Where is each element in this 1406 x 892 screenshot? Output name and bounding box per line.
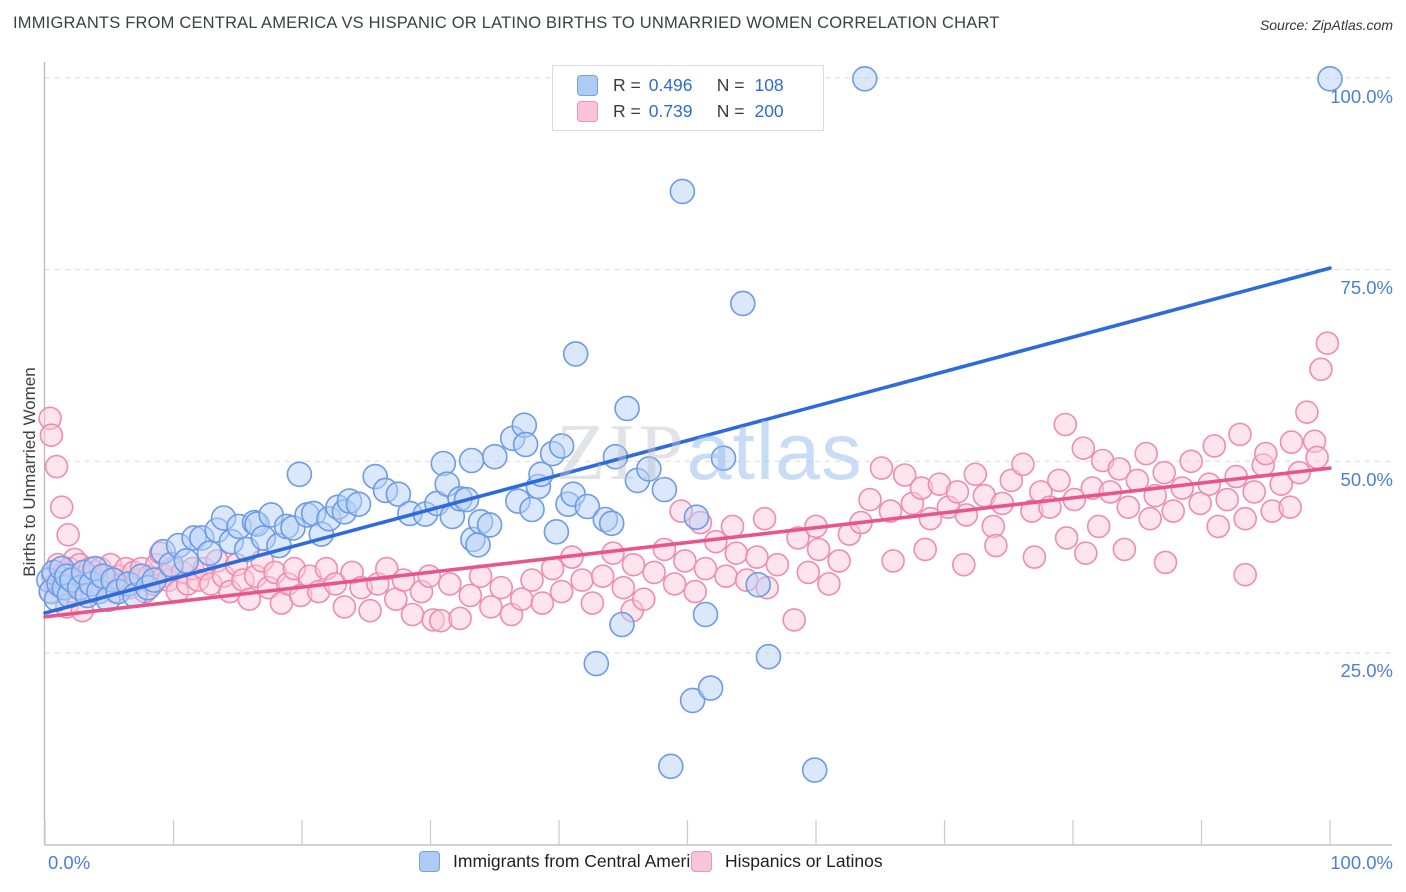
- bottom-legend-pink: Hispanics or Latinos: [691, 851, 883, 872]
- n-label: N =: [716, 74, 745, 95]
- pink-series-swatch-icon: [577, 100, 598, 122]
- correlation-legend: R = 0.496 N = 108 R = 0.739 N = 200: [552, 65, 824, 131]
- blue-series-swatch-icon: [577, 74, 598, 96]
- y-tick-50: 50.0%: [1340, 469, 1393, 490]
- y-tick-25: 25.0%: [1340, 660, 1393, 681]
- r-value-pink: 0.739: [648, 100, 693, 121]
- bottom-legend-pink-label: Hispanics or Latinos: [725, 851, 883, 871]
- n-value-blue: 108: [754, 74, 784, 95]
- legend-row-pink: R = 0.739 N = 200: [577, 100, 823, 122]
- bottom-legend-blue: Immigrants from Central America: [419, 851, 709, 872]
- blue-series-swatch-icon: [419, 851, 440, 872]
- n-label: N =: [716, 100, 745, 121]
- r-label: R =: [613, 100, 641, 121]
- y-tick-75: 75.0%: [1340, 277, 1393, 298]
- page-title: IMMIGRANTS FROM CENTRAL AMERICA VS HISPA…: [13, 14, 1000, 32]
- x-tick-100: 100.0%: [1330, 852, 1393, 873]
- r-value-blue: 0.496: [648, 74, 693, 95]
- legend-row-blue: R = 0.496 N = 108: [577, 74, 823, 96]
- x-tick-0: 0.0%: [48, 852, 91, 873]
- r-label: R =: [613, 74, 641, 95]
- bottom-legend-blue-label: Immigrants from Central America: [453, 851, 709, 871]
- source-credit: Source: ZipAtlas.com: [1259, 17, 1393, 33]
- pink-series-swatch-icon: [691, 851, 712, 872]
- n-value-pink: 200: [754, 100, 784, 121]
- y-tick-100: 100.0%: [1330, 86, 1393, 107]
